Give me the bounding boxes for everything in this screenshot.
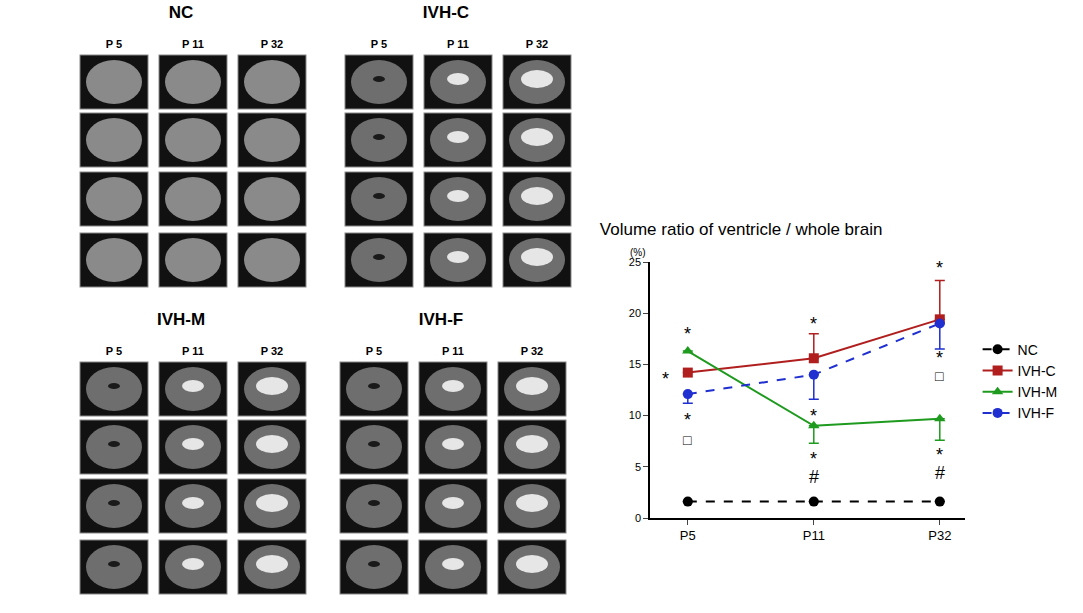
svg-text:P 11: P 11	[182, 345, 204, 357]
svg-text:P 11: P 11	[447, 38, 469, 50]
svg-text:□: □	[935, 368, 944, 384]
svg-text:*: *	[936, 445, 943, 465]
svg-text:NC: NC	[169, 3, 194, 22]
svg-text:*: *	[810, 406, 817, 426]
svg-text:P 11: P 11	[442, 345, 464, 357]
svg-text:P 5: P 5	[366, 345, 382, 357]
svg-text:IVH-C: IVH-C	[423, 3, 469, 22]
svg-text:□: □	[683, 432, 692, 448]
svg-text:*: *	[684, 410, 691, 430]
svg-text:15: 15	[629, 358, 641, 370]
svg-text:25: 25	[629, 256, 641, 268]
svg-text:P 32: P 32	[526, 38, 548, 50]
svg-text:P11: P11	[803, 528, 825, 543]
svg-text:P 5: P 5	[106, 38, 122, 50]
svg-text:#: #	[809, 467, 819, 487]
svg-text:IVH-C: IVH-C	[1018, 363, 1056, 379]
svg-text:IVH-M: IVH-M	[1018, 384, 1058, 400]
svg-text:#: #	[935, 463, 945, 483]
svg-text:IVH-F: IVH-F	[419, 310, 463, 329]
svg-text:5: 5	[635, 461, 641, 473]
svg-text:*: *	[936, 348, 943, 368]
svg-text:10: 10	[629, 409, 641, 421]
svg-text:20: 20	[629, 307, 641, 319]
svg-text:IVH-F: IVH-F	[1018, 405, 1055, 421]
svg-text:*: *	[936, 258, 943, 278]
svg-text:*: *	[810, 449, 817, 469]
svg-text:P 32: P 32	[261, 38, 283, 50]
svg-text:NC: NC	[1018, 342, 1038, 358]
svg-text:P 5: P 5	[106, 345, 122, 357]
svg-text:*: *	[684, 324, 691, 344]
svg-text:P 11: P 11	[182, 38, 204, 50]
svg-text:(%): (%)	[630, 247, 646, 258]
svg-text:Volume ratio of ventricle / wh: Volume ratio of ventricle / whole brain	[600, 220, 883, 239]
svg-text:*: *	[662, 369, 669, 389]
svg-text:P 32: P 32	[261, 345, 283, 357]
svg-text:P 5: P 5	[371, 38, 387, 50]
svg-text:*: *	[810, 314, 817, 334]
svg-text:IVH-M: IVH-M	[157, 310, 205, 329]
svg-text:0: 0	[635, 512, 641, 524]
svg-text:P5: P5	[680, 528, 696, 543]
svg-text:P 32: P 32	[521, 345, 543, 357]
svg-text:P32: P32	[928, 528, 951, 543]
